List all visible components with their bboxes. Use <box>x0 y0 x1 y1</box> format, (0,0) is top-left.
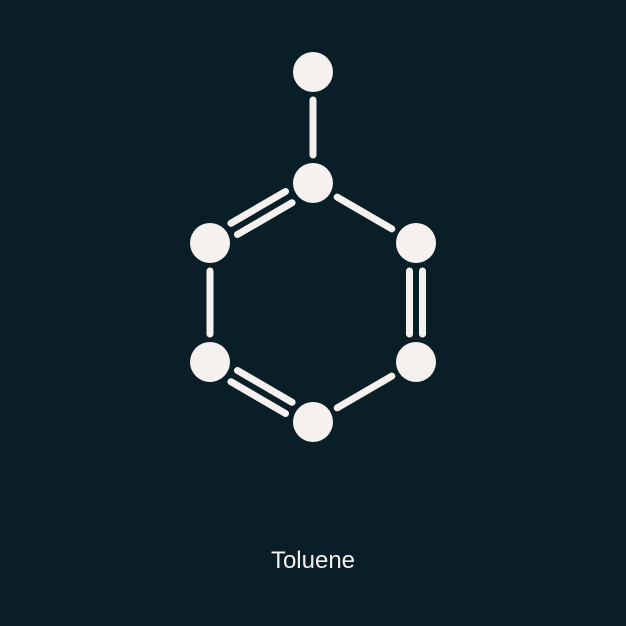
bond-line <box>337 197 392 229</box>
atom-node <box>190 342 230 382</box>
atom-node <box>293 52 333 92</box>
atom-node <box>396 342 436 382</box>
atom-node <box>293 402 333 442</box>
atom-node <box>190 223 230 263</box>
atom-node <box>293 163 333 203</box>
molecule-name-label: Toluene <box>0 547 626 575</box>
molecule-svg <box>0 0 626 626</box>
bond-line <box>337 376 392 408</box>
diagram-canvas: Toluene <box>0 0 626 626</box>
atom-node <box>396 223 436 263</box>
